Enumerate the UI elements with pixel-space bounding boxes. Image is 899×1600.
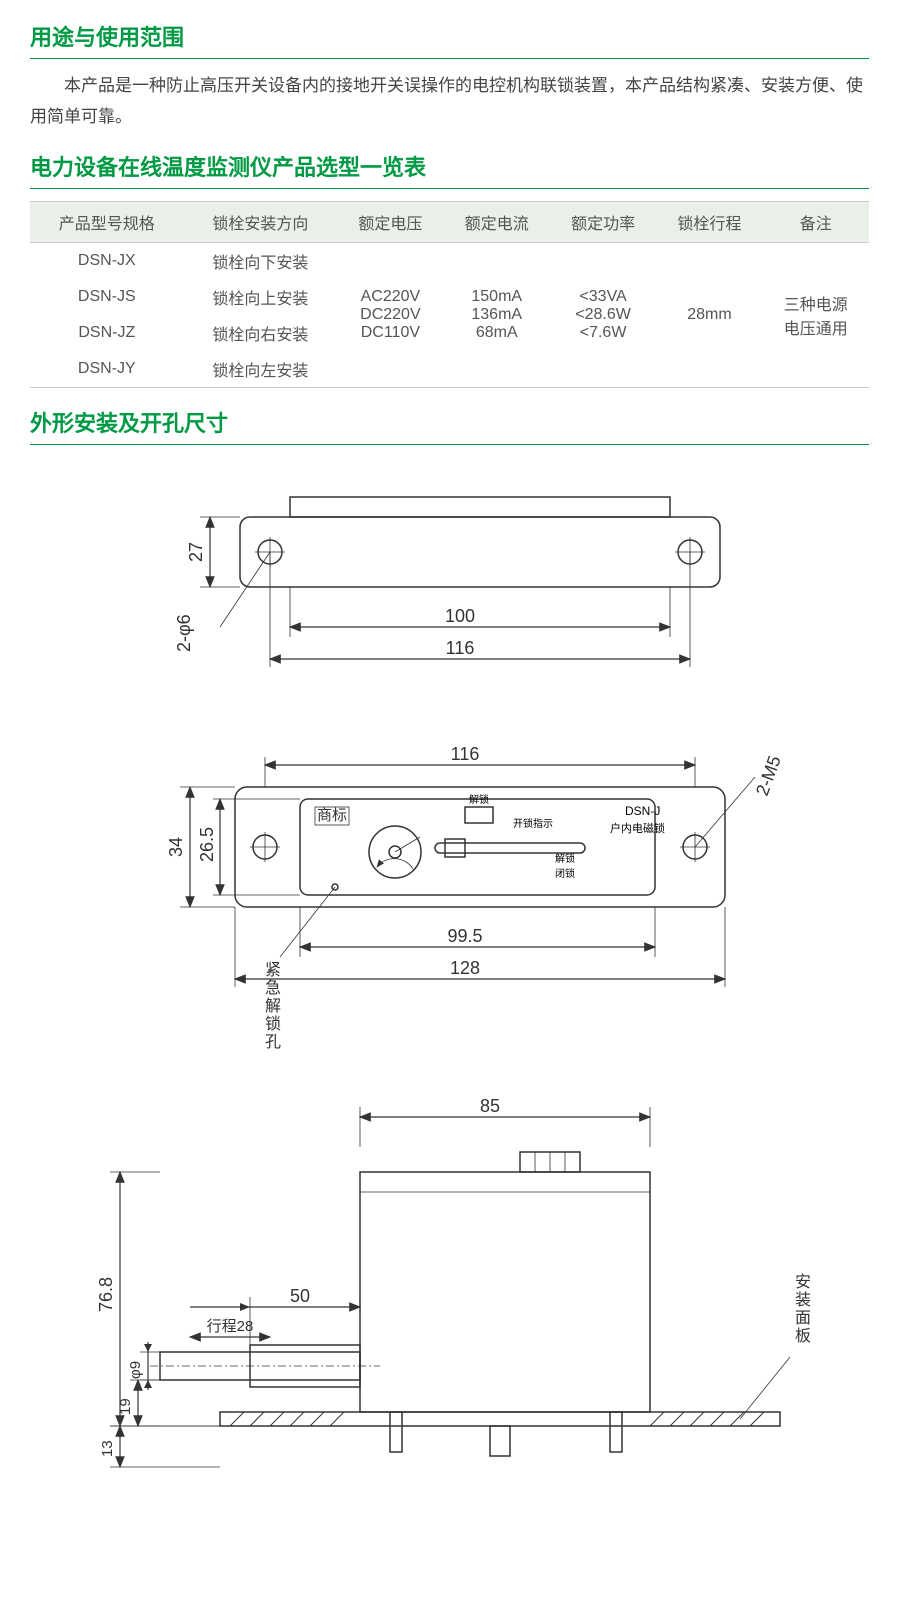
ind-open: 开锁指示 [513, 817, 553, 830]
dim-13: 13 [99, 1441, 116, 1458]
view1-top: 27 2-φ6 100 116 [174, 497, 720, 667]
section-usage-title: 用途与使用范围 [30, 20, 869, 59]
dimension-drawing: 27 2-φ6 100 116 116 [30, 457, 870, 1517]
cell-dir: 锁栓向右安装 [184, 315, 338, 351]
th-power: 额定功率 [550, 202, 656, 243]
th-current: 额定电流 [444, 202, 550, 243]
diagram-container: 27 2-φ6 100 116 116 [30, 457, 870, 1522]
th-dir: 锁栓安装方向 [184, 202, 338, 243]
dim-34: 34 [166, 837, 186, 857]
note-line: 电压通用 [767, 315, 865, 339]
cell-voltage: AC220V DC220V DC110V [337, 243, 443, 388]
view3-side: 85 50 [96, 1096, 811, 1467]
section-diagram-title: 外形安装及开孔尺寸 [30, 406, 869, 445]
th-voltage: 额定电压 [337, 202, 443, 243]
cell-note: 三种电源 电压通用 [763, 243, 869, 388]
dim-travel28: 行程28 [207, 1318, 254, 1335]
th-travel: 锁栓行程 [656, 202, 762, 243]
dim-76-8: 76.8 [96, 1277, 116, 1312]
power-line: <28.6W [554, 306, 652, 324]
current-line: 136mA [448, 306, 546, 324]
power-line: <7.6W [554, 324, 652, 342]
ind-unlock: 解锁 [555, 852, 575, 865]
cell-power: <33VA <28.6W <7.6W [550, 243, 656, 388]
spec-table: 产品型号规格 锁栓安装方向 额定电压 额定电流 额定功率 锁栓行程 备注 DSN… [30, 202, 869, 387]
dim-50: 50 [290, 1286, 310, 1306]
label-panel: 安装面板 [795, 1273, 811, 1345]
view2-front: 116 商标 解锁 开锁指示 解锁 闭锁 DSN-J 户内电磁锁 2-M5 [166, 744, 785, 1051]
cell-dir: 锁栓向下安装 [184, 243, 338, 280]
label-brand: 商标 [317, 807, 347, 824]
dim-19: 19 [117, 1399, 134, 1416]
dim-100: 100 [445, 606, 475, 626]
dim-27: 27 [186, 542, 206, 562]
table-header-row: 产品型号规格 锁栓安装方向 额定电压 额定电流 额定功率 锁栓行程 备注 [30, 202, 869, 243]
dim-116b: 116 [451, 744, 480, 764]
power-line: <33VA [554, 288, 652, 306]
th-model: 产品型号规格 [30, 202, 184, 243]
cell-model: DSN-JY [30, 351, 184, 387]
voltage-line: DC110V [341, 324, 439, 342]
note-emergency: 紧急解锁孔 [265, 961, 281, 1051]
dim-2phi6: 2-φ6 [174, 615, 194, 653]
ind-lock: 闭锁 [555, 867, 575, 880]
dim-26-5: 26.5 [197, 827, 217, 862]
cell-model: DSN-JZ [30, 315, 184, 351]
dim-phi9: φ9 [127, 1361, 144, 1379]
dim-116: 116 [446, 638, 475, 658]
label-unlock-btn: 解锁 [469, 793, 489, 806]
th-note: 备注 [763, 202, 869, 243]
cell-dir: 锁栓向左安装 [184, 351, 338, 387]
cell-current: 150mA 136mA 68mA [444, 243, 550, 388]
dim-128: 128 [450, 958, 480, 978]
dim-2m5: 2-M5 [752, 753, 785, 798]
voltage-line: AC220V [341, 288, 439, 306]
section-table-title: 电力设备在线温度监测仪产品选型一览表 [30, 150, 869, 189]
dim-99-5: 99.5 [447, 926, 482, 946]
cell-dir: 锁栓向上安装 [184, 279, 338, 315]
dim-85: 85 [480, 1096, 500, 1116]
cell-model: DSN-JS [30, 279, 184, 315]
cell-model: DSN-JX [30, 243, 184, 280]
note-line: 三种电源 [767, 291, 865, 315]
product-code: DSN-J [625, 804, 660, 818]
product-name: 户内电磁锁 [610, 821, 665, 835]
spec-table-wrap: 产品型号规格 锁栓安装方向 额定电压 额定电流 额定功率 锁栓行程 备注 DSN… [30, 201, 869, 388]
current-line: 150mA [448, 288, 546, 306]
cell-travel: 28mm [656, 243, 762, 388]
table-row: DSN-JX 锁栓向下安装 AC220V DC220V DC110V 150mA… [30, 243, 869, 280]
current-line: 68mA [448, 324, 546, 342]
voltage-line: DC220V [341, 306, 439, 324]
usage-body-text: 本产品是一种防止高压开关设备内的接地开关误操作的电控机构联锁装置，本产品结构紧凑… [30, 71, 869, 132]
